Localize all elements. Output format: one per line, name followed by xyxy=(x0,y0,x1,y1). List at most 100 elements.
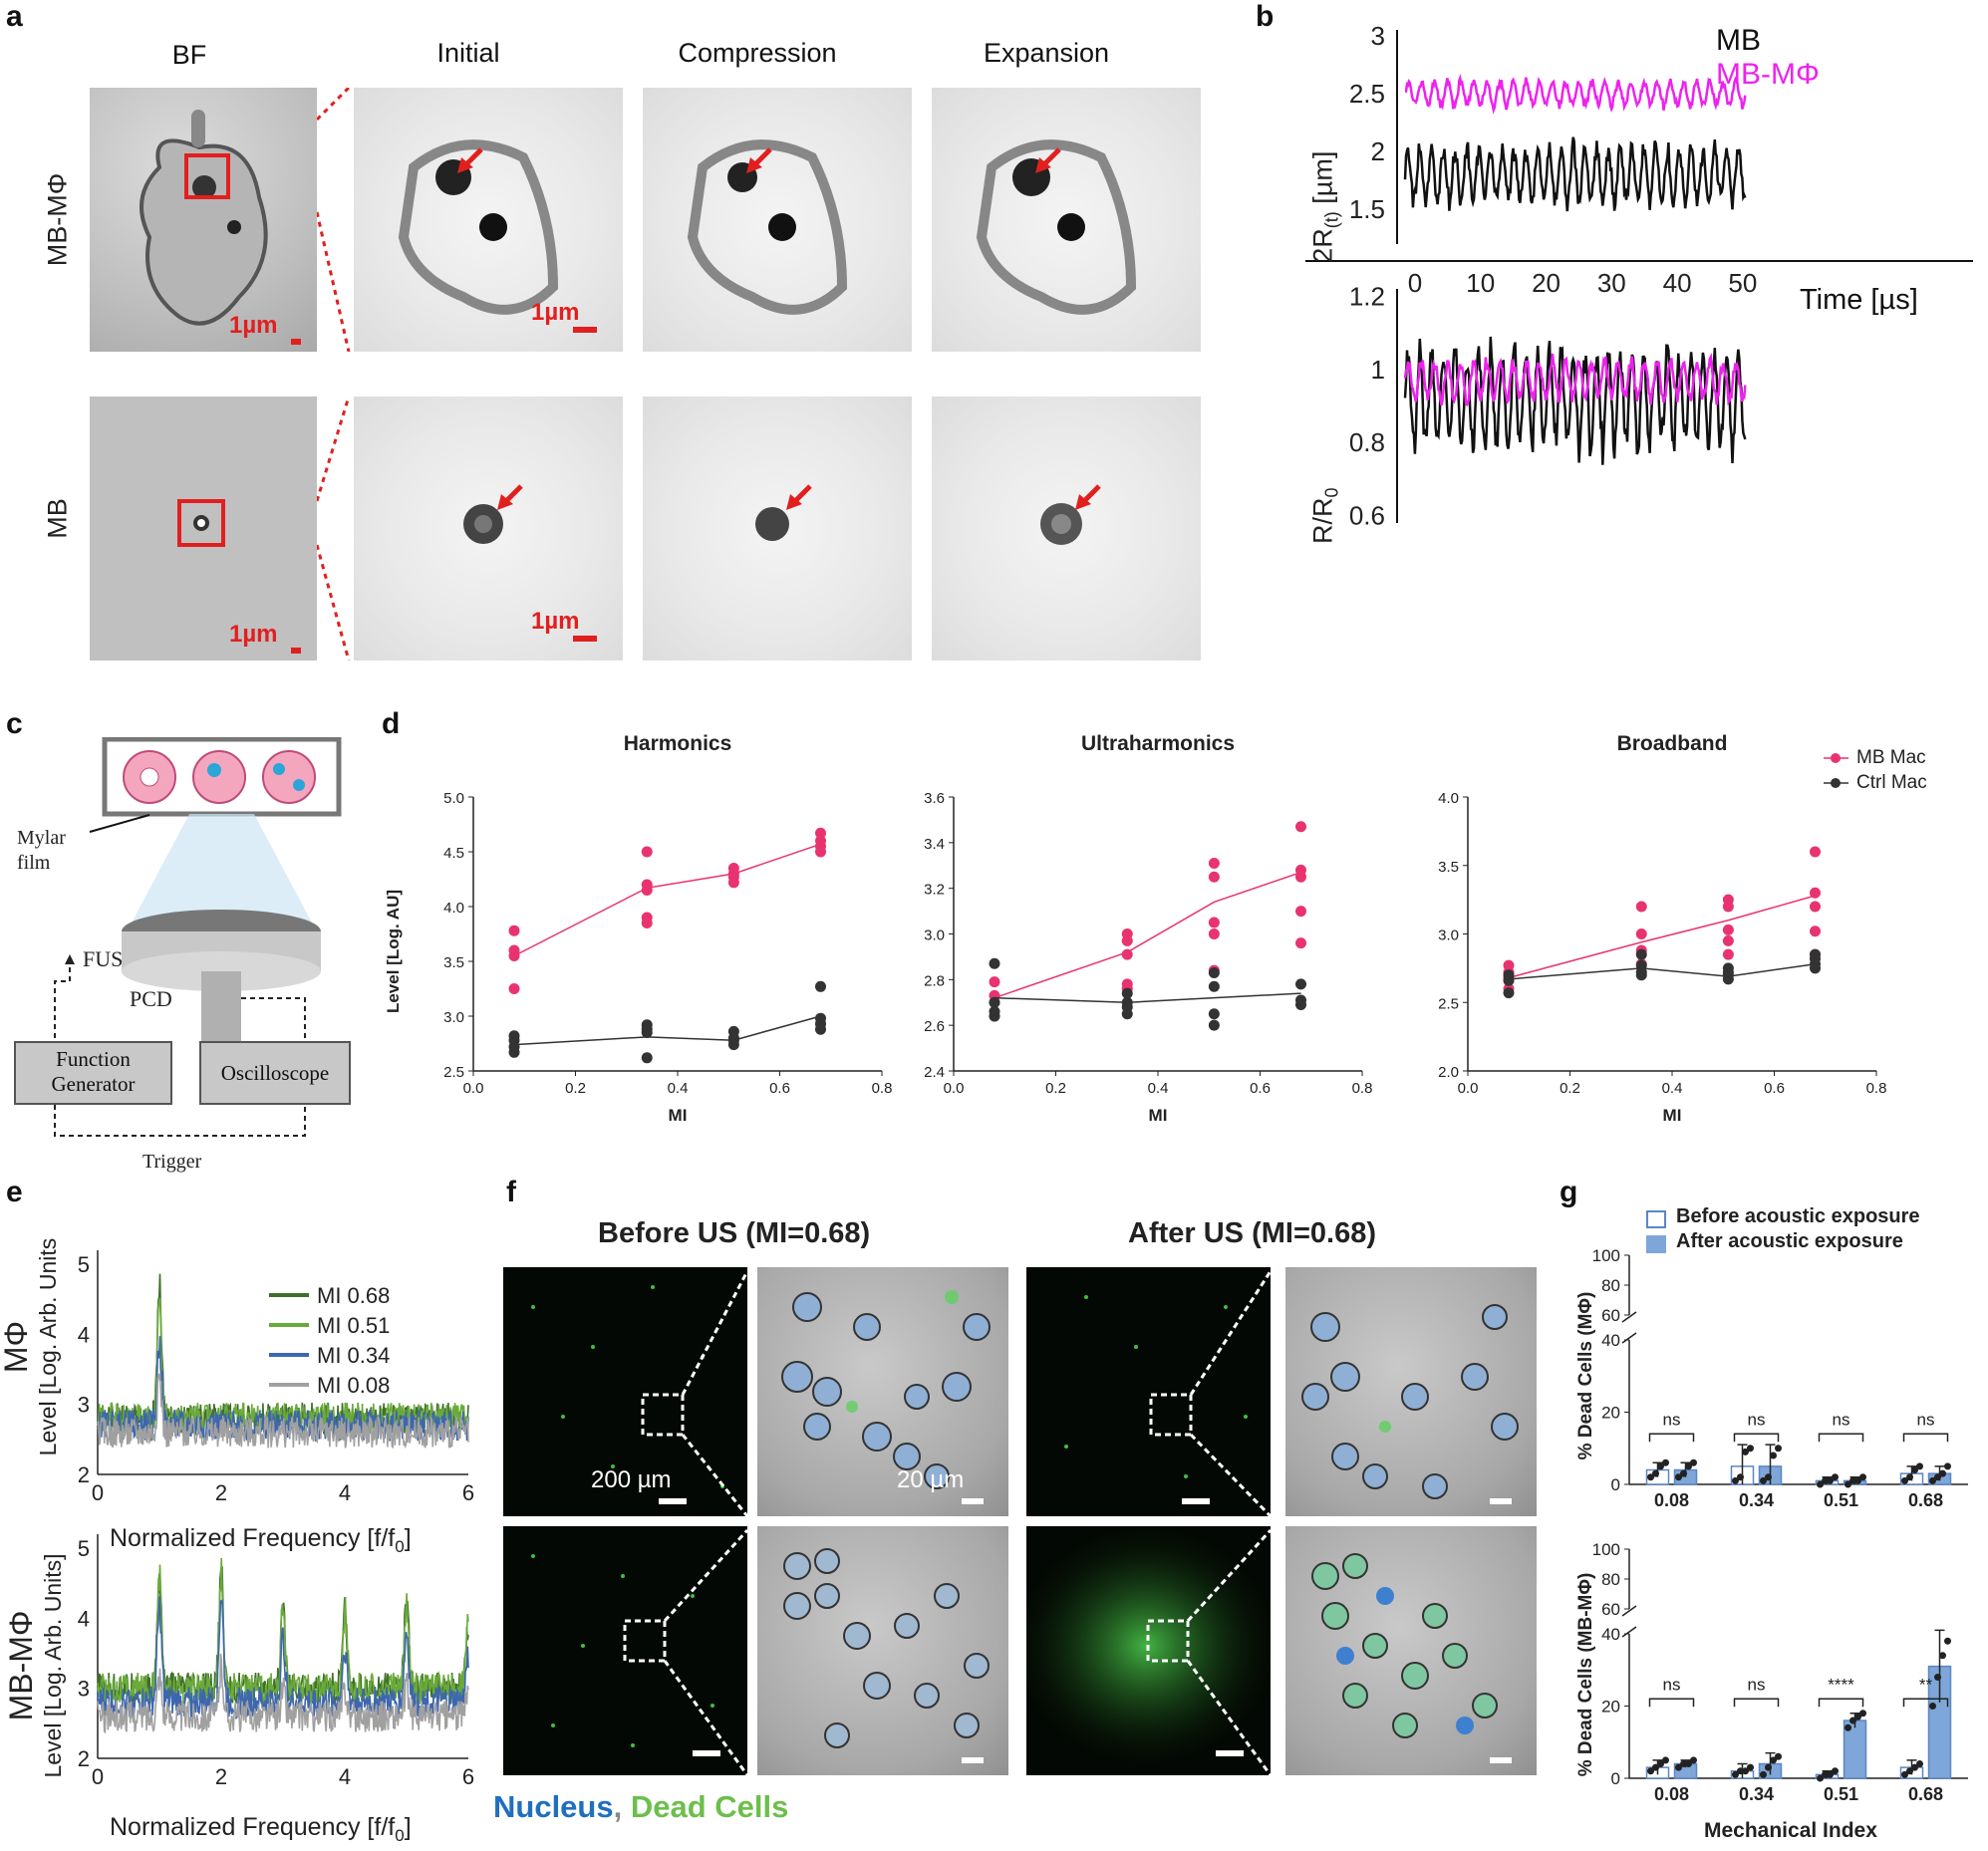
y-tick-label: 40 xyxy=(1601,1331,1620,1350)
legend-label: MI 0.51 xyxy=(317,1313,390,1338)
significance-bracket xyxy=(1733,1433,1780,1443)
arrow-icon xyxy=(1075,494,1091,510)
data-point xyxy=(1911,1466,1918,1473)
data-point xyxy=(641,885,653,896)
chart-title: Broadband xyxy=(1617,732,1728,755)
data-point xyxy=(1939,1469,1946,1477)
x-tick-label: 50 xyxy=(1728,268,1757,298)
f-before-mphi-fluorescence: 200 µm xyxy=(503,1267,747,1516)
cell-illustration xyxy=(140,110,268,326)
fus-label: FUS xyxy=(83,946,124,971)
panel-label-c: c xyxy=(6,707,23,740)
data-point xyxy=(1747,1445,1754,1453)
y-tick-label: 60 xyxy=(1601,1600,1620,1619)
data-point xyxy=(1685,1462,1692,1470)
data-point xyxy=(1208,928,1220,939)
arrow-icon xyxy=(457,157,473,173)
legend-dead-cells: Dead Cells xyxy=(630,1789,789,1824)
data-point xyxy=(1722,948,1734,960)
f-before-mb-mphi-zoom xyxy=(757,1526,1008,1775)
data-point xyxy=(1817,1774,1824,1782)
data-point xyxy=(1832,1473,1839,1481)
x-tick-label: 0.4 xyxy=(668,1080,689,1097)
data-point xyxy=(1722,934,1734,946)
data-point xyxy=(1295,906,1306,918)
data-point xyxy=(1747,1763,1754,1771)
scale-bar xyxy=(659,1498,687,1504)
data-point xyxy=(1859,1710,1866,1718)
data-point xyxy=(1722,924,1734,935)
significance-label: ns xyxy=(1748,1675,1766,1694)
zoom-expansion-mb-macrophage xyxy=(932,88,1201,352)
data-point xyxy=(1939,1652,1946,1660)
scale-bar xyxy=(962,1757,984,1763)
data-point xyxy=(1635,969,1647,981)
arrow-icon xyxy=(65,954,75,964)
e-bottom-ylabel-text: MB-MΦ Level [Log. Arb. Units] xyxy=(3,1531,67,1800)
ylabel-main: 2R xyxy=(1307,228,1338,263)
scale-bar xyxy=(962,1498,984,1504)
y-tick-label: 2.5 xyxy=(1349,79,1385,109)
data-point xyxy=(1208,1019,1220,1031)
e-top-xlabel: Normalized Frequency [f/f0] xyxy=(110,1524,412,1557)
axis-break xyxy=(1621,1332,1637,1344)
macrophage-with-bubbles-icon xyxy=(262,750,316,804)
legend-before: Before acoustic exposure xyxy=(1676,1205,1920,1227)
legend-mb-macrophage: MB-MΦ xyxy=(1716,58,1820,91)
significance-label: ns xyxy=(1663,1675,1681,1694)
panel-g-charts: 100 80 60 40 20 0 0.08 ns 0.34 ns 0.51 ns 0.68 ns 100… xyxy=(1592,1246,1968,1804)
y-tick-label: 20 xyxy=(1601,1698,1620,1717)
zoom-compression-mb xyxy=(643,397,912,661)
ylabel-unit: [µm] xyxy=(1307,150,1338,212)
x-tick-label: 0.51 xyxy=(1824,1490,1858,1510)
data-point xyxy=(989,1010,1000,1022)
data-point xyxy=(508,983,520,994)
y-tick-label: 2.4 xyxy=(924,1064,945,1081)
mylar-label-line2: film xyxy=(17,852,51,874)
x-tick-label: 0.0 xyxy=(944,1080,965,1097)
scale-200-label: 200 µm xyxy=(591,1466,672,1493)
data-point xyxy=(815,1023,826,1035)
y-tick-label: 3 xyxy=(78,1393,90,1418)
data-point xyxy=(1121,1008,1133,1020)
panel-b-chart: 3 2.5 2 1.5 0 10 20 30 40 50 1.2 1 0.8 0.6 xyxy=(1305,21,1973,531)
y-tick-label: 3.2 xyxy=(924,882,945,899)
y-tick-label: 0 xyxy=(1611,1769,1620,1788)
data-point xyxy=(1657,1760,1664,1767)
y-tick-label: 1 xyxy=(1371,355,1385,385)
data-point xyxy=(1742,1767,1749,1775)
scale-bar xyxy=(573,327,597,333)
data-point xyxy=(1765,1473,1772,1481)
data-point xyxy=(1208,917,1220,928)
g-top-ylabel: % Dead Cells (MΦ) xyxy=(1566,1255,1606,1494)
series-line-mb-m- xyxy=(1403,352,1747,407)
significance-label: ns xyxy=(1748,1410,1766,1429)
xlabel-end: ] xyxy=(404,1813,412,1841)
significance-label: ** xyxy=(1919,1675,1933,1694)
oscilloscope-box: Oscilloscope xyxy=(199,1041,351,1105)
e-top-ylabel: MΦ Level [Log. Arb. Units xyxy=(0,1238,70,1494)
data-point xyxy=(1295,978,1306,990)
y-tick-label: 4 xyxy=(78,1322,90,1347)
data-point xyxy=(1934,1473,1941,1481)
zoom-initial-mb: 1µm xyxy=(354,397,623,661)
ylabel-main: R/R xyxy=(1307,497,1338,544)
data-point xyxy=(1827,1476,1834,1484)
y-tick-label: 3.5 xyxy=(443,954,464,971)
data-point xyxy=(1770,1452,1777,1459)
row-label: MB-MΦ xyxy=(3,1610,39,1721)
legend-label: MI 0.34 xyxy=(317,1343,390,1368)
f-before-mphi-zoom: 20 µm xyxy=(757,1267,1008,1516)
bf-image-mb: 1µm xyxy=(90,397,317,661)
data-point xyxy=(815,827,826,839)
data-point xyxy=(1901,1770,1908,1778)
zoom-cell-drawing xyxy=(976,139,1137,315)
row-label-text: MB xyxy=(42,498,73,539)
data-point xyxy=(1690,1458,1697,1466)
row-label-mb-macrophage: MB-MΦ xyxy=(38,100,78,339)
f-after-mphi-fluorescence xyxy=(1026,1267,1271,1516)
data-point xyxy=(1652,1763,1659,1771)
xlabel-sub: 0 xyxy=(395,1826,405,1845)
data-point xyxy=(508,925,520,936)
y-tick-label: 3.0 xyxy=(443,1009,464,1026)
